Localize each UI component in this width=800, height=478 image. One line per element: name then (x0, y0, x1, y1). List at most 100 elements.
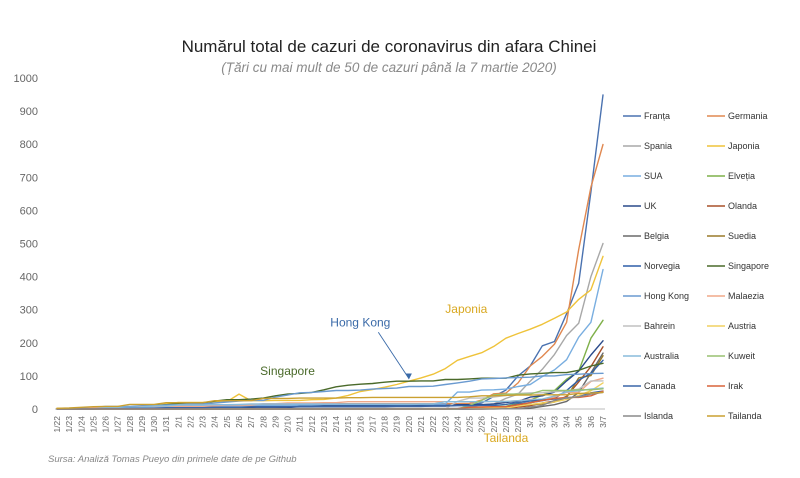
x-tick-label: 2/26 (477, 416, 487, 433)
x-tick-label: 2/19 (392, 416, 402, 433)
x-axis: 1/22 1/23 1/24 1/25 1/26 1/27 1/28 1/29 1/30 1/31… (52, 408, 608, 433)
legend-label: Tailanda (728, 411, 762, 421)
chart-title: Numărul total de cazuri de coronavirus d… (182, 37, 597, 56)
legend-item: Bahrein (623, 321, 675, 331)
x-tick-label: 2/15 (343, 416, 353, 433)
x-tick-label: 1/30 (149, 416, 159, 433)
y-tick-label: 400 (20, 272, 38, 284)
x-tick-label: 3/7 (598, 416, 608, 428)
series-line-franța (56, 94, 604, 410)
x-tick-label: 2/1 (173, 416, 183, 428)
legend-item: Irak (707, 381, 744, 391)
legend-label: Australia (644, 351, 679, 361)
legend-label: Spania (644, 141, 672, 151)
x-tick-label: 2/2 (185, 416, 195, 428)
legend-label: Malaezia (728, 291, 764, 301)
legend: Franța Germania Spania Japonia SUA Elveția UK O… (623, 111, 769, 421)
legend-label: Japonia (728, 141, 760, 151)
legend-item: Elveția (707, 171, 755, 181)
x-tick-label: 2/12 (307, 416, 317, 433)
x-tick-label: 1/23 (64, 416, 74, 433)
legend-item: Tailanda (707, 411, 762, 421)
x-tick-label: 2/13 (319, 416, 329, 433)
y-tick-label: 1000 (14, 73, 38, 85)
y-tick-label: 900 (20, 106, 38, 118)
legend-item: Belgia (623, 231, 669, 241)
legend-label: Singapore (728, 261, 769, 271)
legend-item: Germania (707, 111, 768, 121)
legend-item: Suedia (707, 231, 756, 241)
x-tick-label: 1/27 (113, 416, 123, 433)
x-tick-label: 1/31 (161, 416, 171, 433)
annotation-arrow (377, 332, 410, 379)
legend-item: Kuweit (707, 351, 756, 361)
x-tick-label: 1/22 (52, 416, 62, 433)
x-tick-label: 2/7 (246, 416, 256, 428)
x-tick-label: 2/4 (210, 416, 220, 428)
y-tick-label: 800 (20, 139, 38, 151)
legend-label: Belgia (644, 231, 669, 241)
x-tick-label: 1/25 (88, 416, 98, 433)
legend-label: Kuweit (728, 351, 756, 361)
y-tick-label: 100 (20, 371, 38, 383)
legend-label: Elveția (728, 171, 755, 181)
annotation-label: Japonia (445, 302, 487, 316)
y-tick-label: 500 (20, 239, 38, 251)
x-tick-label: 2/25 (465, 416, 475, 433)
legend-item: Islanda (623, 411, 673, 421)
x-tick-label: 2/16 (355, 416, 365, 433)
x-tick-label: 2/17 (367, 416, 377, 433)
y-axis: 0 100 200 300 400 500 600 700 800 900 1000 (14, 73, 38, 416)
x-tick-label: 3/5 (574, 416, 584, 428)
legend-label: SUA (644, 171, 663, 181)
legend-label: Germania (728, 111, 768, 121)
legend-item: UK (623, 201, 657, 211)
y-tick-label: 700 (20, 172, 38, 184)
chart-subtitle: (Țări cu mai mult de 50 de cazuri până l… (221, 60, 556, 75)
x-tick-label: 2/23 (440, 416, 450, 433)
legend-item: Singapore (707, 261, 769, 271)
y-tick-label: 600 (20, 205, 38, 217)
series-line-tailanda (56, 391, 604, 409)
legend-item: Canada (623, 381, 676, 391)
legend-label: Irak (728, 381, 744, 391)
legend-item: SUA (623, 171, 663, 181)
legend-item: Norvegia (623, 261, 680, 271)
legend-label: Franța (644, 111, 670, 121)
x-tick-label: 3/4 (562, 416, 572, 428)
x-tick-label: 2/20 (404, 416, 414, 433)
x-tick-label: 2/5 (222, 416, 232, 428)
legend-item: Malaezia (707, 291, 764, 301)
x-tick-label: 2/27 (489, 416, 499, 433)
annotation-label: Tailanda (484, 431, 529, 445)
x-tick-label: 3/6 (586, 416, 596, 428)
legend-label: Olanda (728, 201, 757, 211)
annotation-arrowhead (405, 373, 412, 380)
legend-item: Franța (623, 111, 670, 121)
x-tick-label: 2/21 (416, 416, 426, 433)
x-tick-label: 1/24 (76, 416, 86, 433)
x-tick-label: 2/14 (331, 416, 341, 433)
legend-item: Australia (623, 351, 679, 361)
x-tick-label: 3/1 (525, 416, 535, 428)
legend-label: Bahrein (644, 321, 675, 331)
legend-item: Olanda (707, 201, 757, 211)
series-line-hong-kong (56, 372, 604, 410)
legend-label: UK (644, 201, 657, 211)
legend-item: Austria (707, 321, 756, 331)
legend-item: Japonia (707, 141, 760, 151)
x-tick-label: 2/11 (295, 416, 305, 432)
series-line-australia (56, 387, 604, 410)
legend-item: Hong Kong (623, 291, 689, 301)
annotation-label: Hong Kong (330, 315, 390, 329)
x-tick-label: 2/9 (270, 416, 280, 428)
x-tick-label: 1/28 (125, 416, 135, 433)
x-tick-label: 2/8 (258, 416, 268, 428)
y-tick-label: 300 (20, 305, 38, 317)
y-tick-label: 0 (32, 404, 38, 416)
x-tick-label: 1/26 (101, 416, 111, 433)
x-tick-label: 2/29 (513, 416, 523, 433)
series-line-germania (56, 143, 604, 410)
legend-label: Islanda (644, 411, 673, 421)
